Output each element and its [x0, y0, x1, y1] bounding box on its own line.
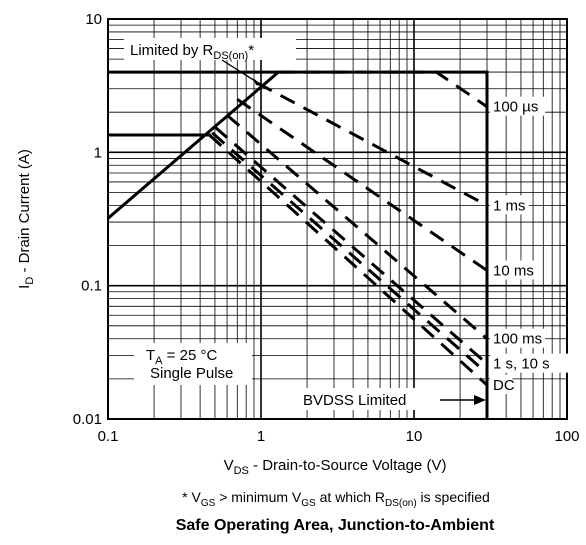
curve-label-bg	[489, 260, 537, 280]
y-axis-label: ID - Drain Current (A)	[16, 149, 36, 289]
curve-label-bg	[489, 328, 546, 348]
series-dc	[208, 133, 489, 387]
curve-label: 100 ms	[493, 331, 542, 348]
curve-label-bg	[489, 195, 529, 215]
x-tick-label: 100	[554, 428, 579, 445]
bvdss-bg	[296, 388, 439, 410]
x-axis-label: VDS - Drain-to-Source Voltage (V)	[224, 457, 447, 477]
condition-ta: TA = 25 °C	[146, 347, 217, 367]
series-1-s-10-s-b-	[211, 131, 488, 375]
curve-label: 1 s, 10 s	[493, 356, 550, 373]
bvdss-label: BVDSS Limited	[303, 392, 406, 409]
footnote: * VGS > minimum VGS at which RDS(on) is …	[182, 489, 490, 509]
y-tick-label: 10	[85, 11, 102, 28]
bvdss-arrowhead	[474, 395, 486, 405]
y-tick-labels: 0.01 0.1 1 10	[73, 11, 102, 428]
x-tick-label: 10	[406, 428, 423, 445]
x-tick-labels: 0.1 1 10 100	[98, 428, 580, 445]
x-tick-label: 0.1	[98, 428, 119, 445]
y-tick-label: 0.01	[73, 411, 102, 428]
y-tick-label: 0.1	[81, 278, 102, 295]
rds-label-bg	[124, 38, 296, 60]
rds-limited-label: Limited by RDS(on)*	[130, 42, 254, 62]
series-100-s	[278, 70, 488, 108]
series-current-limit	[108, 70, 489, 419]
x-tick-label: 1	[257, 428, 265, 445]
series-100-ms	[226, 114, 488, 340]
curve-label-bg	[489, 374, 513, 394]
curve-label-bg	[489, 353, 570, 373]
rds-arrowhead	[253, 78, 263, 86]
series-1-ms	[256, 81, 488, 207]
curve-label-bg	[489, 96, 546, 116]
condition-pulse: Single Pulse	[150, 365, 233, 382]
curve-label: DC	[493, 377, 515, 394]
curve-label: 1 ms	[493, 197, 526, 214]
curve-label: 10 ms	[493, 262, 534, 279]
minor-gridlines	[108, 19, 567, 419]
y-tick-label: 1	[94, 144, 102, 161]
series-lines	[107, 70, 489, 419]
plot-frame	[107, 18, 568, 420]
chart-title: Safe Operating Area, Junction-to-Ambient	[176, 517, 495, 534]
series-1-s-10-s	[213, 125, 488, 365]
condition-bg	[134, 343, 252, 385]
curve-labels: 100 µs 1 ms 10 ms 100 ms 1 s, 10 s DC	[489, 96, 570, 394]
series-limited-by-r-ds-on-	[107, 70, 280, 220]
curve-label: 100 µs	[493, 99, 538, 116]
